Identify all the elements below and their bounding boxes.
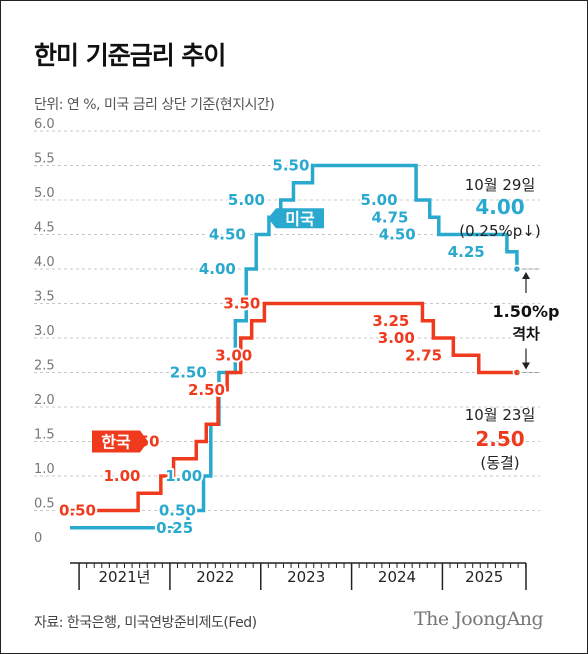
us-tag-label: 미국 bbox=[285, 209, 315, 228]
kr-end-change: (동결) bbox=[480, 454, 519, 472]
us-end-change: (0.25%p↓) bbox=[459, 222, 540, 240]
kr-rate-label: 2.50 bbox=[188, 381, 225, 399]
us-rate-label: 0.25 bbox=[156, 519, 193, 537]
us-rate-label: 5.00 bbox=[361, 191, 398, 209]
y-tick-label: 2.5 bbox=[34, 359, 55, 374]
kr-rate-label: 3.00 bbox=[215, 346, 252, 364]
kr-rate-label: 3.25 bbox=[372, 312, 409, 330]
kr-end-date: 10월 23일 bbox=[465, 406, 536, 424]
gap-arrowhead-down bbox=[522, 362, 530, 370]
gap-label: 격차 bbox=[512, 325, 540, 343]
us-rate-label: 2.50 bbox=[170, 364, 207, 382]
kr-tag-box bbox=[92, 430, 148, 453]
x-tick-label: 2024 bbox=[378, 568, 416, 586]
x-tick-label: 2021년 bbox=[99, 568, 151, 586]
us-rate-label: 1.00 bbox=[165, 467, 202, 485]
chart-title: 한미 기준금리 추이 bbox=[34, 41, 226, 70]
kr-rate-line bbox=[70, 301, 517, 513]
kr-rate-label: 0.50 bbox=[59, 502, 96, 520]
y-tick-label: 3.0 bbox=[34, 324, 55, 339]
kr-rate-label: 2.75 bbox=[405, 346, 442, 364]
us-tag-box bbox=[268, 208, 324, 229]
y-tick-label: 5.0 bbox=[34, 186, 55, 201]
kr-rate-label: 1.00 bbox=[103, 467, 140, 485]
x-tick-label: 2025 bbox=[465, 568, 503, 586]
x-tick-label: 2023 bbox=[287, 568, 325, 586]
brand-logo: The JoongAng bbox=[414, 608, 544, 630]
kr-end-value: 2.50 bbox=[475, 427, 524, 451]
gap-arrowhead-up bbox=[522, 272, 530, 279]
us-rate-label: 4.25 bbox=[448, 243, 485, 261]
us-rate-label: 0.50 bbox=[159, 502, 196, 520]
x-tick-label: 2022 bbox=[196, 568, 234, 586]
y-tick-label: 2.0 bbox=[34, 393, 55, 408]
us-rate-label: 4.50 bbox=[209, 226, 246, 244]
us-end-value: 4.00 bbox=[475, 195, 524, 219]
y-tick-label: 3.5 bbox=[34, 290, 55, 305]
us-rate-label: 5.00 bbox=[228, 191, 265, 209]
us-rate-label: 4.00 bbox=[199, 260, 236, 278]
y-axis-ticks: 0 0.5 1.0 1.5 2.0 2.5 3.0 3.5 4.0 4.5 5.0 5.5 6.0 bbox=[34, 117, 55, 546]
x-axis: 2021년 2022 2023 2024 2025 bbox=[70, 562, 527, 590]
chart-subtitle: 단위: 연 %, 미국 금리 상단 기준(현지시간) bbox=[34, 97, 275, 113]
y-tick-label: 0 bbox=[34, 531, 42, 546]
us-rate-label: 5.50 bbox=[272, 157, 309, 175]
y-tick-label: 4.5 bbox=[34, 221, 55, 236]
data-labels: 0.250.501.002.504.004.505.005.505.004.75… bbox=[57, 155, 487, 539]
y-tick-label: 1.5 bbox=[34, 428, 55, 443]
y-tick-label: 6.0 bbox=[34, 117, 55, 132]
y-tick-label: 1.0 bbox=[34, 462, 55, 477]
kr-tag-label: 한국 bbox=[101, 433, 131, 452]
y-tick-label: 5.5 bbox=[34, 152, 55, 167]
kr-rate-label: 3.50 bbox=[223, 295, 260, 313]
kr-rate-label: 3.00 bbox=[378, 329, 415, 347]
y-tick-label: 4.0 bbox=[34, 255, 55, 270]
y-tick-label: 0.5 bbox=[34, 497, 55, 512]
source-note: 자료: 한국은행, 미국연방준비제도(Fed) bbox=[34, 615, 257, 631]
us-rate-label: 4.75 bbox=[371, 208, 408, 226]
gap-value: 1.50%p bbox=[493, 302, 560, 321]
us-end-date: 10월 29일 bbox=[465, 176, 536, 194]
us-rate-label: 4.50 bbox=[379, 226, 416, 244]
